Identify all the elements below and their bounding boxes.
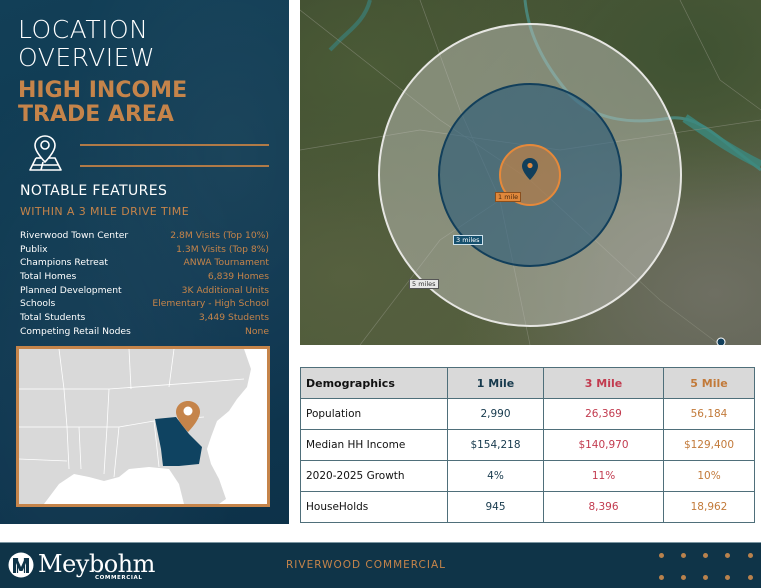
feature-label: Total Homes (20, 271, 77, 283)
page-title: LOCATION OVERVIEW (18, 16, 155, 72)
feature-value: 1.3M Visits (Top 8%) (176, 243, 269, 255)
cell-1-mile: 945 (447, 491, 544, 523)
cell-5-mile: $129,400 (663, 429, 755, 461)
row-label: HouseHolds (300, 491, 448, 523)
decorative-dots (659, 553, 759, 583)
feature-value: 6,839 Homes (207, 271, 269, 283)
table-row: Median HH Income $154,218 $140,970 $129,… (300, 429, 755, 461)
feature-row: Total Students 3,449 Students (20, 311, 269, 325)
map-pin-on-map-icon (29, 135, 62, 171)
subtitle-line-1: HIGH INCOME (18, 78, 188, 103)
feature-value: 3K Additional Units (181, 284, 269, 296)
table-row: Population 2,990 26,369 56,184 (300, 398, 755, 430)
table-row: HouseHolds 945 8,396 18,962 (300, 491, 755, 523)
feature-row: Publix 1.3M Visits (Top 8%) (20, 243, 269, 257)
feature-label: Competing Retail Nodes (20, 325, 131, 337)
page-subtitle: HIGH INCOME TRADE AREA (18, 79, 187, 127)
ring-label-3-miles: 3 miles (453, 235, 483, 245)
cell-3-mile: 11% (543, 460, 664, 492)
features-subtitle: WITHIN A 3 MILE DRIVE TIME (20, 205, 190, 218)
col-header-demographics: Demographics (300, 367, 448, 399)
feature-label: Schools (20, 298, 56, 310)
feature-row: Champions Retreat ANWA Tournament (20, 256, 269, 270)
feature-row: Total Homes 6,839 Homes (20, 270, 269, 284)
feature-value: ANWA Tournament (183, 257, 269, 269)
logo-subtitle: COMMERCIAL (95, 575, 143, 581)
col-header-1-mile: 1 Mile (447, 367, 544, 399)
location-pin-icon (176, 401, 200, 432)
cell-5-mile: 18,962 (663, 491, 755, 523)
ring-label-5-miles: 5 miles (409, 279, 439, 289)
southeast-us-inset-map (16, 346, 270, 507)
logo-name: Meybohm (38, 550, 155, 578)
meybohm-m-logo-icon (8, 552, 34, 578)
footer-property-title: RIVERWOOD COMMERCIAL (286, 559, 446, 571)
cell-3-mile: 8,396 (543, 491, 664, 523)
feature-label: Total Students (20, 312, 86, 324)
cell-1-mile: 4% (447, 460, 544, 492)
row-label: Population (300, 398, 448, 430)
feature-row: Competing Retail Nodes None (20, 325, 269, 339)
satellite-map-image (300, 0, 761, 345)
title-line-2: OVERVIEW (18, 43, 156, 72)
us-map-image (19, 349, 267, 504)
feature-label: Champions Retreat (20, 257, 109, 269)
location-pin-icon (522, 158, 538, 180)
divider (80, 165, 269, 167)
demographics-table: Demographics 1 Mile 3 Mile 5 Mile Popula… (300, 367, 755, 523)
feature-row: Riverwood Town Center 2.8M Visits (Top 10… (20, 229, 269, 243)
row-label: 2020-2025 Growth (300, 460, 448, 492)
table-row: 2020-2025 Growth 4% 11% 10% (300, 460, 755, 492)
feature-row: Schools Elementary - High School (20, 297, 269, 311)
cell-3-mile: 26,369 (543, 398, 664, 430)
col-header-5-mile: 5 Mile (663, 367, 755, 399)
feature-value: 3,449 Students (198, 312, 269, 324)
footer: Meybohm COMMERCIAL RIVERWOOD COMMERCIAL (0, 542, 761, 588)
cell-5-mile: 10% (663, 460, 755, 492)
table-header-row: Demographics 1 Mile 3 Mile 5 Mile (300, 367, 755, 399)
feature-value: 2.8M Visits (Top 10%) (170, 230, 269, 241)
subtitle-line-2: TRADE AREA (18, 102, 174, 127)
features-list: Riverwood Town Center 2.8M Visits (Top 10… (20, 229, 269, 339)
feature-row: Planned Development 3K Additional Units (20, 284, 269, 298)
overview-panel: LOCATION OVERVIEW HIGH INCOME TRADE AREA N… (0, 0, 289, 524)
radius-map: 1 mile 3 miles 5 miles (300, 0, 761, 345)
feature-value: None (245, 325, 269, 337)
col-header-3-mile: 3 Mile (543, 367, 664, 399)
cell-1-mile: 2,990 (447, 398, 544, 430)
feature-value: Elementary - High School (152, 298, 269, 310)
feature-label: Publix (20, 243, 48, 255)
title-line-1: LOCATION (18, 15, 149, 44)
feature-label: Riverwood Town Center (20, 230, 129, 241)
meybohm-logo: Meybohm COMMERCIAL (8, 550, 155, 584)
cell-1-mile: $154,218 (447, 429, 544, 461)
ring-label-1-mile: 1 mile (495, 192, 522, 202)
row-label: Median HH Income (300, 429, 448, 461)
divider (80, 144, 269, 146)
features-title: NOTABLE FEATURES (20, 183, 168, 199)
cell-5-mile: 56,184 (663, 398, 755, 430)
feature-label: Planned Development (20, 284, 122, 296)
cell-3-mile: $140,970 (543, 429, 664, 461)
